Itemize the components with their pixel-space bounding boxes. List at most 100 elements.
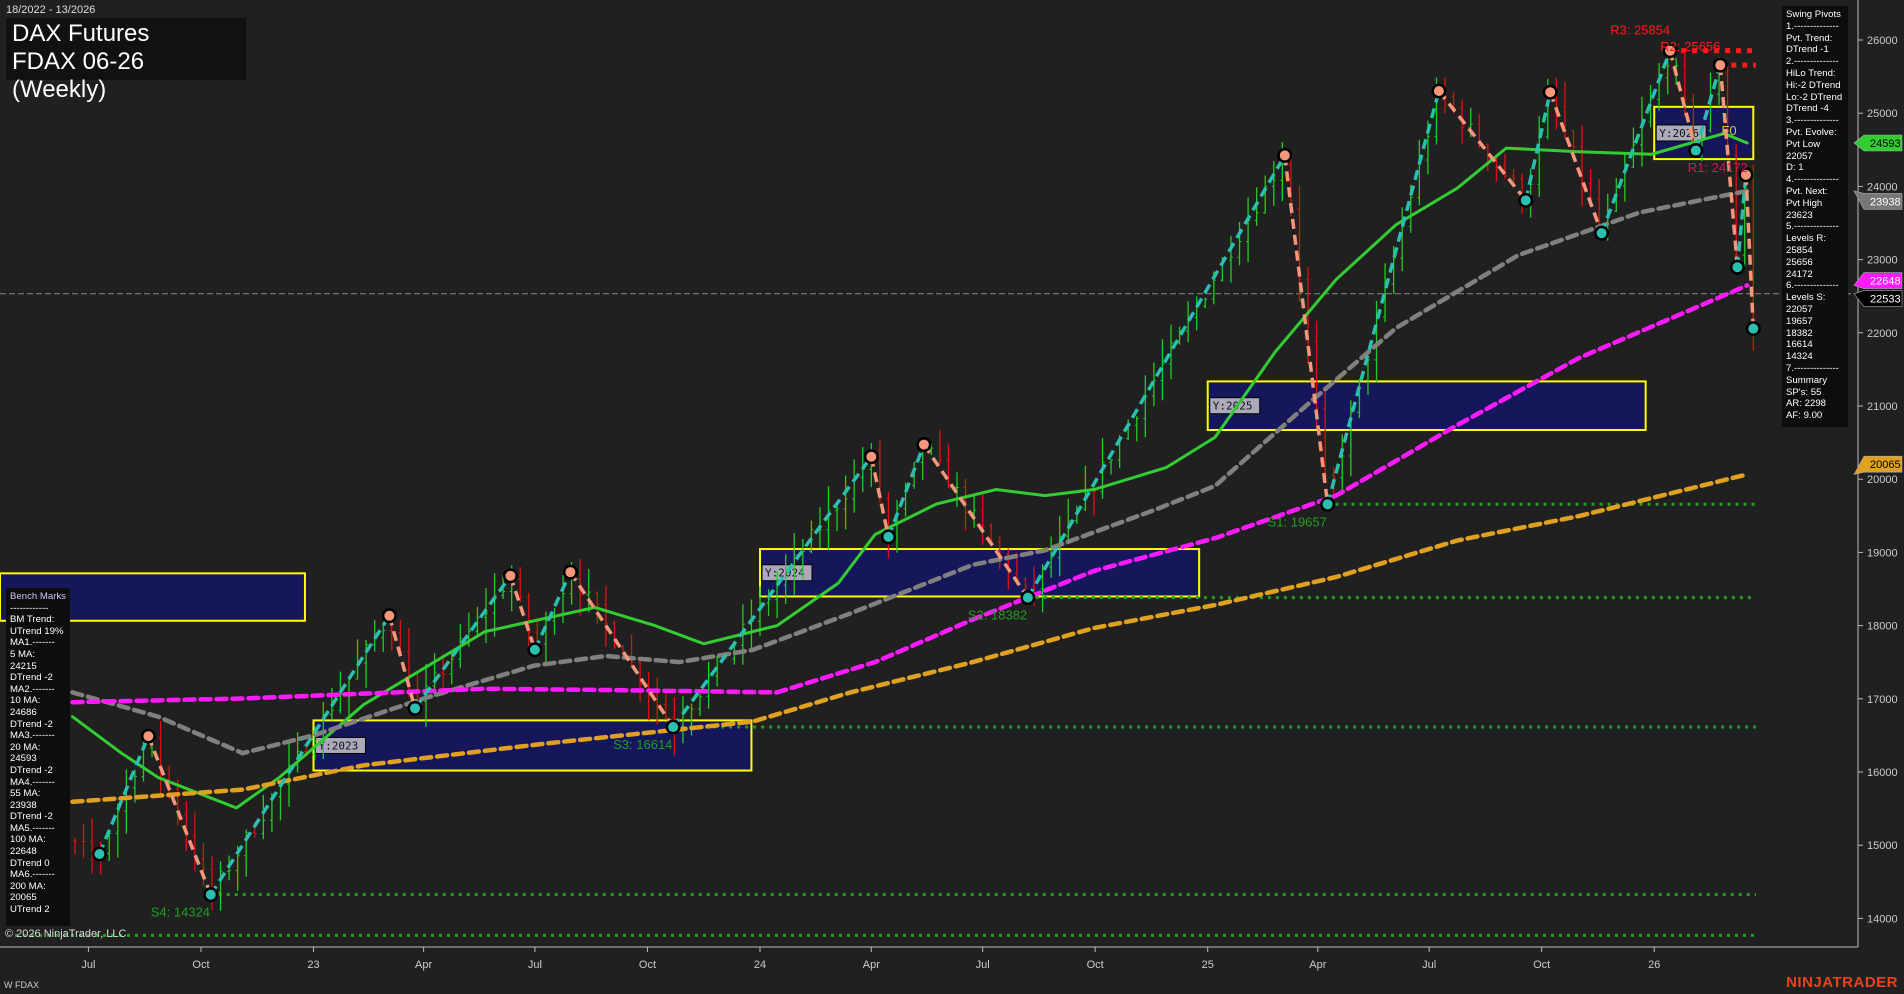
panel-line: Pvt. Evolve: xyxy=(1786,126,1837,138)
time-tick-label: Oct xyxy=(639,959,656,971)
time-tick-label: Jul xyxy=(976,959,990,971)
moving-average-200-ma xyxy=(70,472,1750,805)
swing-line xyxy=(1283,155,1330,505)
level-label: R2: 25656 xyxy=(1660,39,1720,54)
price-tick-label: 18000 xyxy=(1867,621,1898,633)
time-tick-label: 23 xyxy=(307,959,319,971)
panel-line: 24686 xyxy=(10,706,37,718)
panel-line: 6.-------------- xyxy=(1786,280,1839,292)
panel-line: Summary xyxy=(1786,374,1828,386)
panel-line: 25656 xyxy=(1786,256,1813,268)
panel-line: AR: 2298 xyxy=(1786,398,1827,410)
time-tick-label: Oct xyxy=(1087,959,1104,971)
pivot-low-marker xyxy=(94,848,105,859)
contract-title: FDAX 06-26 (Weekly) xyxy=(12,48,145,103)
price-badge xyxy=(1853,272,1903,289)
panel-line: 25854 xyxy=(1786,244,1813,256)
swing-line xyxy=(671,455,873,729)
chart-symbol: W FDAX xyxy=(4,980,39,990)
yearly-box-label-bg xyxy=(1209,397,1261,415)
price-badge-label: 23938 xyxy=(1870,196,1901,208)
panel-line: 19657 xyxy=(1786,315,1813,327)
instrument-name: DAX Futures xyxy=(12,20,150,47)
panel-line: 22648 xyxy=(10,846,37,858)
panel-line: 1.-------------- xyxy=(1786,20,1839,32)
panel-line: Levels S: xyxy=(1786,292,1826,304)
swing-line xyxy=(1668,50,1698,151)
panel-line: DTrend 0 xyxy=(10,857,50,869)
panel-line: 3.-------------- xyxy=(1786,115,1839,127)
pivot-high-marker xyxy=(1740,169,1751,180)
price-badge xyxy=(1853,455,1903,475)
panel-line: 24593 xyxy=(10,753,37,765)
level-label: R1: 24172 xyxy=(1688,160,1748,175)
panel-line: 4.-------------- xyxy=(1786,174,1839,186)
swing-line xyxy=(387,615,417,709)
panel-line: Pvt Low xyxy=(1786,138,1821,150)
bench-marks-panel: Bench Marks ------------ BM Trend: UTrend 1… xyxy=(6,588,70,926)
price-badge-label: 22533 xyxy=(1870,294,1901,306)
panel-line: MA2.------- xyxy=(10,683,55,695)
price-tick-label: 20000 xyxy=(1867,474,1898,486)
yearly-box-label-bg xyxy=(761,564,813,582)
panel-line: 100 MA: xyxy=(10,834,46,846)
panel-line: 22057 xyxy=(1786,150,1813,162)
panel-line: Levels R: xyxy=(1786,233,1826,245)
price-tick-label: 21000 xyxy=(1867,401,1898,413)
pivot-low-marker xyxy=(1022,592,1033,603)
panel-line: 24172 xyxy=(1786,268,1813,280)
price-badge-label: 22648 xyxy=(1870,276,1901,288)
pivot-high-marker xyxy=(1715,60,1726,71)
pivot-low-marker xyxy=(1520,195,1531,206)
pivot-low-marker xyxy=(205,889,216,900)
swing-line xyxy=(886,443,926,538)
yearly-range-box xyxy=(759,548,1201,598)
pivot-high-marker xyxy=(384,610,395,621)
price-tick-label: 24000 xyxy=(1867,181,1898,193)
level-label: S1: 19657 xyxy=(1268,514,1327,529)
swing-line xyxy=(1524,91,1552,201)
pivot-high-marker xyxy=(866,451,877,462)
level-label: R3: 25854 xyxy=(1610,23,1670,38)
panel-line: ------------ xyxy=(10,602,49,614)
time-tick-label: Apr xyxy=(1309,959,1326,971)
price-tick-label: 19000 xyxy=(1867,547,1898,559)
time-tick-label: Jul xyxy=(81,959,95,971)
fib-annotation: F0 xyxy=(1721,123,1736,138)
price-tick-label: 26000 xyxy=(1867,35,1898,47)
pivot-low-marker xyxy=(883,531,894,542)
swing-line xyxy=(1599,50,1672,234)
panel-line: Bench Marks xyxy=(10,591,66,602)
moving-average-55-ma xyxy=(70,188,1750,756)
panel-line: 22057 xyxy=(1786,303,1813,315)
pivot-high-marker xyxy=(565,567,576,578)
yearly-box-label: Y:2025 xyxy=(1213,400,1253,413)
time-tick-label: 25 xyxy=(1202,959,1214,971)
swing-line xyxy=(1026,154,1287,599)
pivot-low-marker xyxy=(1690,145,1701,156)
panel-line: D: 1 xyxy=(1786,162,1804,174)
price-axis-area xyxy=(1858,0,1904,994)
pivot-high-marker xyxy=(1665,45,1676,56)
pivot-high-marker xyxy=(1279,150,1290,161)
pivot-low-marker xyxy=(668,722,679,733)
panel-line: 16614 xyxy=(1786,339,1813,351)
swing-line xyxy=(97,735,150,855)
pivot-high-marker xyxy=(1433,86,1444,97)
panel-line: 10 MA: xyxy=(10,695,41,707)
level-label: S3: 16614 xyxy=(613,737,672,752)
pivot-high-marker xyxy=(505,570,516,581)
time-tick-label: Oct xyxy=(1533,959,1550,971)
panel-line: DTrend -4 xyxy=(1786,103,1829,115)
time-axis-area xyxy=(0,947,1904,994)
moving-average-20-ma xyxy=(71,131,1749,810)
pivot-low-marker xyxy=(410,703,421,714)
price-tick-label: 25000 xyxy=(1867,108,1898,120)
pivot-high-marker xyxy=(1545,87,1556,98)
panel-line: MA6.------- xyxy=(10,869,55,881)
pivot-low-marker xyxy=(529,644,540,655)
panel-line: 24215 xyxy=(10,660,37,672)
time-tick-label: 24 xyxy=(754,959,766,971)
